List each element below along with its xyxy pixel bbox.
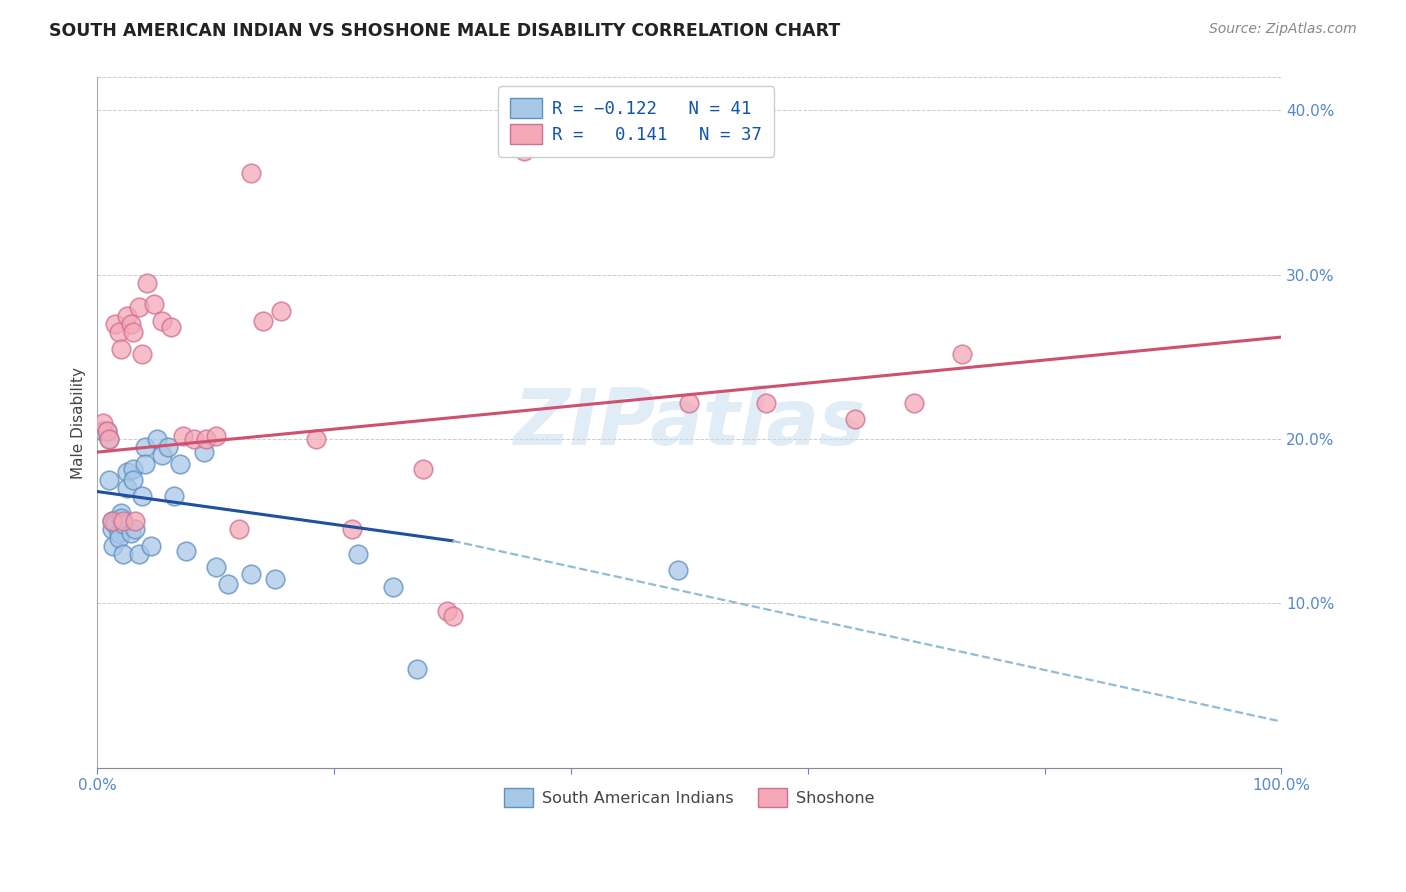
Point xyxy=(112,514,135,528)
Point xyxy=(110,506,132,520)
Point xyxy=(163,490,186,504)
Point xyxy=(204,428,226,442)
Text: ZIPatlas: ZIPatlas xyxy=(513,384,866,460)
Point xyxy=(204,560,226,574)
Point xyxy=(91,424,114,438)
Point xyxy=(406,662,429,676)
Point xyxy=(193,445,215,459)
Point xyxy=(107,531,129,545)
Point xyxy=(104,317,127,331)
Point xyxy=(145,432,167,446)
Point xyxy=(755,396,778,410)
Point xyxy=(104,517,127,532)
Point xyxy=(666,563,689,577)
Point xyxy=(174,543,197,558)
Text: SOUTH AMERICAN INDIAN VS SHOSHONE MALE DISABILITY CORRELATION CHART: SOUTH AMERICAN INDIAN VS SHOSHONE MALE D… xyxy=(49,22,841,40)
Point xyxy=(98,432,121,446)
Point xyxy=(110,342,132,356)
Point xyxy=(115,481,138,495)
Point xyxy=(340,522,363,536)
Point xyxy=(678,396,700,410)
Point xyxy=(122,461,145,475)
Point xyxy=(112,517,135,532)
Point xyxy=(240,566,263,581)
Point xyxy=(96,424,118,438)
Point xyxy=(115,309,138,323)
Point xyxy=(169,457,191,471)
Point xyxy=(134,457,156,471)
Point xyxy=(950,346,973,360)
Point xyxy=(131,346,153,360)
Point xyxy=(96,424,118,438)
Text: Source: ZipAtlas.com: Source: ZipAtlas.com xyxy=(1209,22,1357,37)
Point xyxy=(120,317,142,331)
Point xyxy=(436,605,458,619)
Point xyxy=(195,432,218,446)
Point xyxy=(136,276,159,290)
Point xyxy=(110,511,132,525)
Point xyxy=(115,465,138,479)
Point xyxy=(183,432,205,446)
Point xyxy=(252,313,274,327)
Point xyxy=(124,514,146,528)
Point xyxy=(157,440,180,454)
Point xyxy=(240,166,263,180)
Point xyxy=(112,547,135,561)
Point xyxy=(128,301,150,315)
Point xyxy=(152,449,174,463)
Point xyxy=(412,461,434,475)
Legend: South American Indians, Shoshone: South American Indians, Shoshone xyxy=(496,780,883,814)
Point xyxy=(98,432,121,446)
Point xyxy=(903,396,925,410)
Point xyxy=(217,576,239,591)
Point xyxy=(100,514,122,528)
Point xyxy=(139,539,162,553)
Y-axis label: Male Disability: Male Disability xyxy=(72,367,86,478)
Point xyxy=(512,145,534,159)
Point xyxy=(228,522,250,536)
Point xyxy=(347,547,370,561)
Point xyxy=(264,572,287,586)
Point xyxy=(124,522,146,536)
Point xyxy=(91,416,114,430)
Point xyxy=(134,440,156,454)
Point xyxy=(107,325,129,339)
Point xyxy=(122,325,145,339)
Point xyxy=(152,313,174,327)
Point xyxy=(104,514,127,528)
Point xyxy=(122,473,145,487)
Point xyxy=(159,320,181,334)
Point xyxy=(270,303,292,318)
Point xyxy=(305,432,328,446)
Point xyxy=(100,514,122,528)
Point xyxy=(143,297,166,311)
Point xyxy=(382,580,405,594)
Point xyxy=(101,539,124,553)
Point xyxy=(844,412,866,426)
Point xyxy=(131,490,153,504)
Point xyxy=(98,473,121,487)
Point xyxy=(100,522,122,536)
Point xyxy=(128,547,150,561)
Point xyxy=(172,428,194,442)
Point xyxy=(107,525,129,540)
Point xyxy=(441,609,464,624)
Point xyxy=(120,525,142,540)
